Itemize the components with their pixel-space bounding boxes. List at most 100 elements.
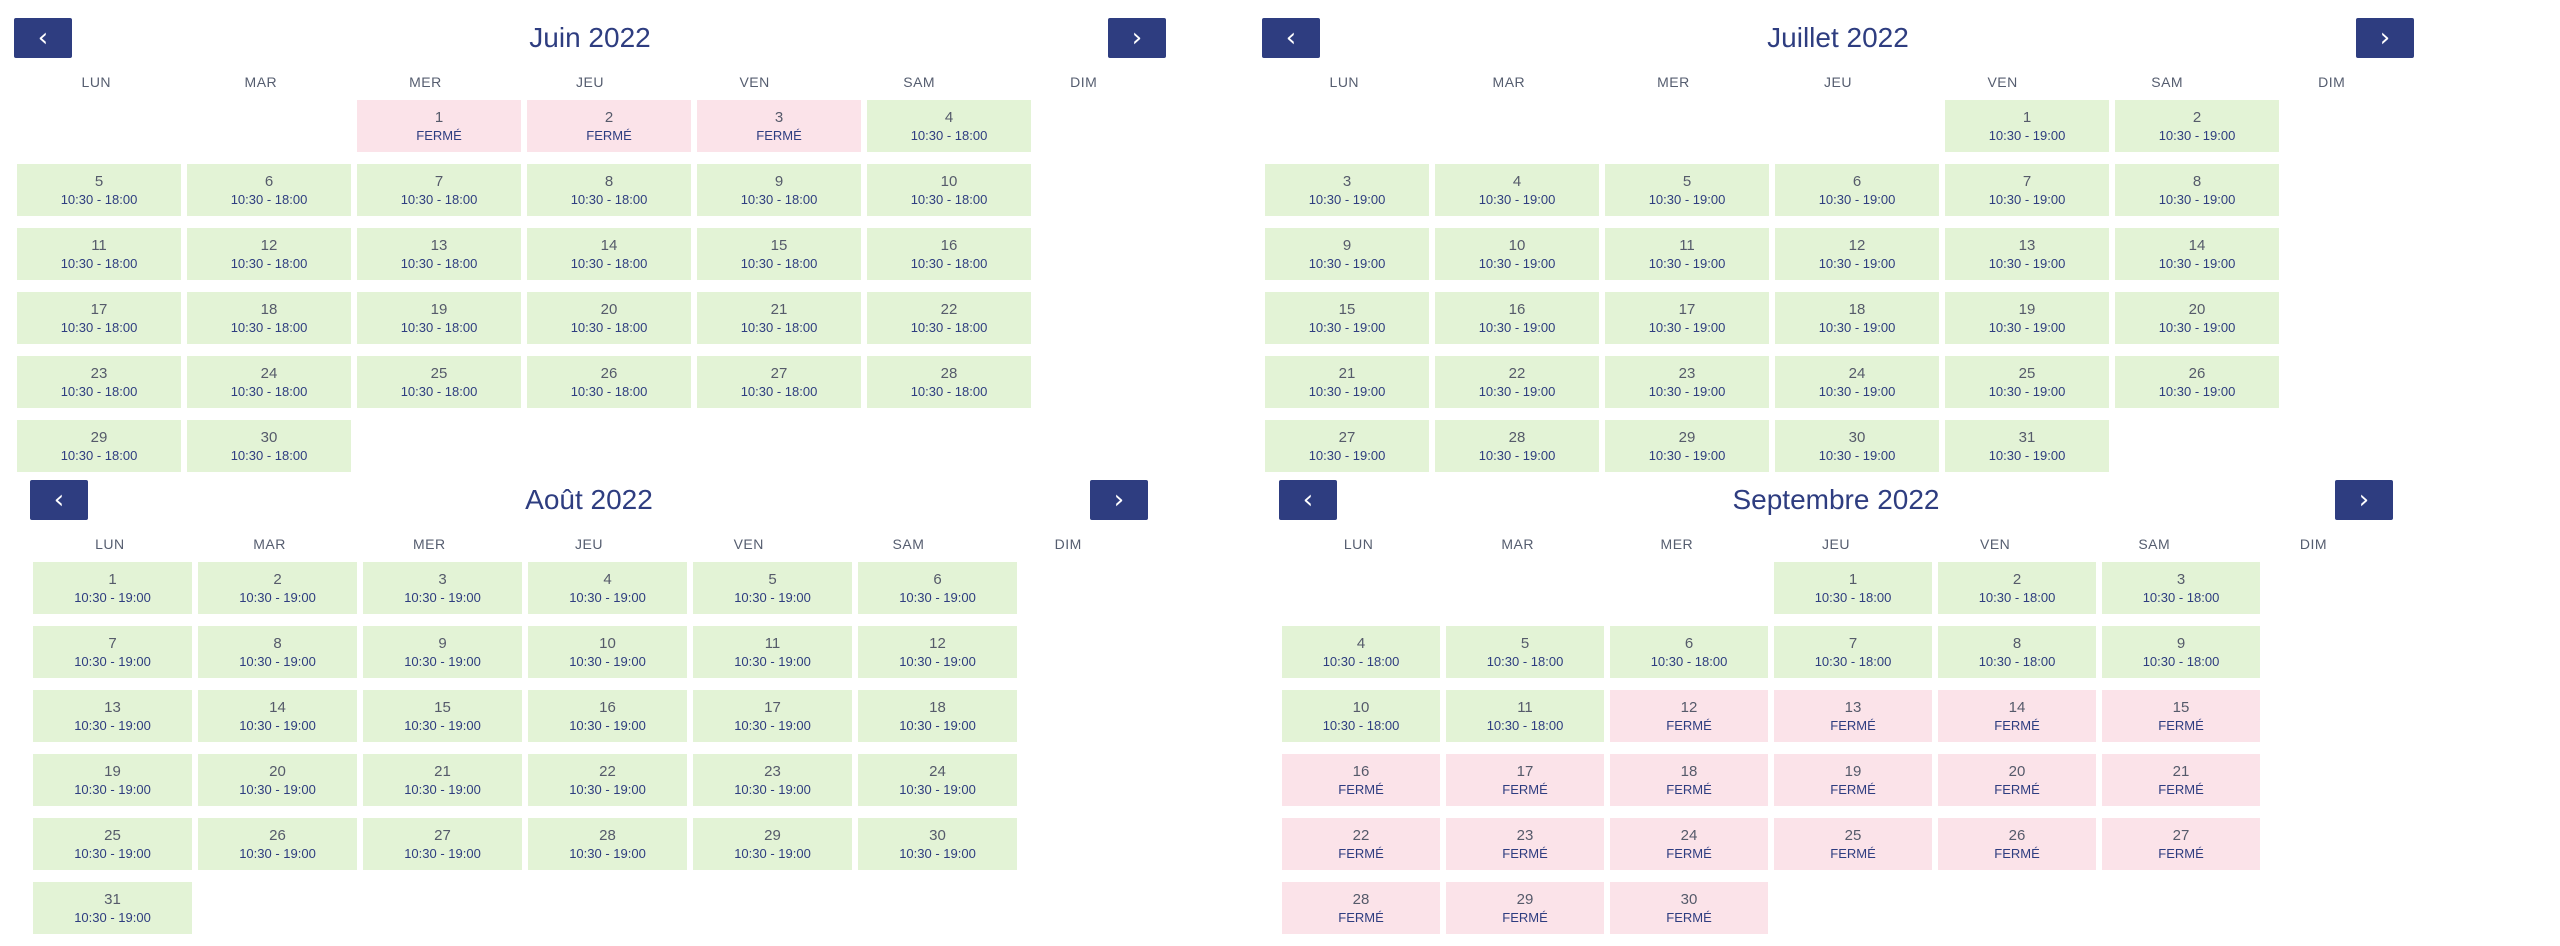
- day-cell-open[interactable]: 10 10:30 - 18:00: [1282, 690, 1440, 742]
- day-cell-open[interactable]: 21 10:30 - 18:00: [697, 292, 861, 344]
- next-month-button[interactable]: ›: [1090, 480, 1148, 520]
- day-cell-open[interactable]: 19 10:30 - 19:00: [33, 754, 192, 806]
- day-cell-open[interactable]: 28 10:30 - 19:00: [528, 818, 687, 870]
- day-cell-open[interactable]: 11 10:30 - 18:00: [1446, 690, 1604, 742]
- day-cell-open[interactable]: 26 10:30 - 19:00: [2115, 356, 2279, 408]
- prev-month-button[interactable]: ‹: [14, 18, 72, 58]
- day-cell-open[interactable]: 4 10:30 - 18:00: [1282, 626, 1440, 678]
- day-cell-open[interactable]: 25 10:30 - 18:00: [357, 356, 521, 408]
- day-cell-open[interactable]: 19 10:30 - 18:00: [357, 292, 521, 344]
- day-cell-open[interactable]: 14 10:30 - 18:00: [527, 228, 691, 280]
- day-cell-closed[interactable]: 1 FERMÉ: [357, 100, 521, 152]
- day-cell-open[interactable]: 15 10:30 - 19:00: [1265, 292, 1429, 344]
- day-cell-open[interactable]: 8 10:30 - 19:00: [2115, 164, 2279, 216]
- day-cell-open[interactable]: 7 10:30 - 18:00: [1774, 626, 1932, 678]
- day-cell-closed[interactable]: 29 FERMÉ: [1446, 882, 1604, 934]
- day-cell-open[interactable]: 7 10:30 - 18:00: [357, 164, 521, 216]
- day-cell-open[interactable]: 15 10:30 - 18:00: [697, 228, 861, 280]
- day-cell-open[interactable]: 14 10:30 - 19:00: [2115, 228, 2279, 280]
- day-cell-open[interactable]: 18 10:30 - 19:00: [858, 690, 1017, 742]
- day-cell-open[interactable]: 16 10:30 - 19:00: [528, 690, 687, 742]
- day-cell-open[interactable]: 6 10:30 - 19:00: [858, 562, 1017, 614]
- day-cell-open[interactable]: 27 10:30 - 19:00: [1265, 420, 1429, 472]
- day-cell-open[interactable]: 8 10:30 - 18:00: [1938, 626, 2096, 678]
- day-cell-open[interactable]: 7 10:30 - 19:00: [1945, 164, 2109, 216]
- day-cell-open[interactable]: 3 10:30 - 19:00: [363, 562, 522, 614]
- day-cell-open[interactable]: 31 10:30 - 19:00: [33, 882, 192, 934]
- day-cell-open[interactable]: 13 10:30 - 19:00: [1945, 228, 2109, 280]
- day-cell-open[interactable]: 20 10:30 - 18:00: [527, 292, 691, 344]
- day-cell-open[interactable]: 24 10:30 - 19:00: [1775, 356, 1939, 408]
- day-cell-closed[interactable]: 27 FERMÉ: [2102, 818, 2260, 870]
- day-cell-closed[interactable]: 14 FERMÉ: [1938, 690, 2096, 742]
- day-cell-open[interactable]: 27 10:30 - 19:00: [363, 818, 522, 870]
- day-cell-open[interactable]: 24 10:30 - 19:00: [858, 754, 1017, 806]
- day-cell-open[interactable]: 26 10:30 - 19:00: [198, 818, 357, 870]
- day-cell-closed[interactable]: 13 FERMÉ: [1774, 690, 1932, 742]
- day-cell-open[interactable]: 28 10:30 - 18:00: [867, 356, 1031, 408]
- day-cell-open[interactable]: 6 10:30 - 19:00: [1775, 164, 1939, 216]
- day-cell-open[interactable]: 3 10:30 - 18:00: [2102, 562, 2260, 614]
- day-cell-open[interactable]: 31 10:30 - 19:00: [1945, 420, 2109, 472]
- day-cell-closed[interactable]: 22 FERMÉ: [1282, 818, 1440, 870]
- day-cell-closed[interactable]: 3 FERMÉ: [697, 100, 861, 152]
- day-cell-closed[interactable]: 23 FERMÉ: [1446, 818, 1604, 870]
- day-cell-open[interactable]: 5 10:30 - 18:00: [17, 164, 181, 216]
- day-cell-closed[interactable]: 19 FERMÉ: [1774, 754, 1932, 806]
- day-cell-closed[interactable]: 12 FERMÉ: [1610, 690, 1768, 742]
- day-cell-open[interactable]: 21 10:30 - 19:00: [363, 754, 522, 806]
- day-cell-open[interactable]: 22 10:30 - 19:00: [1435, 356, 1599, 408]
- day-cell-open[interactable]: 10 10:30 - 18:00: [867, 164, 1031, 216]
- day-cell-open[interactable]: 21 10:30 - 19:00: [1265, 356, 1429, 408]
- day-cell-open[interactable]: 29 10:30 - 18:00: [17, 420, 181, 472]
- day-cell-open[interactable]: 4 10:30 - 19:00: [1435, 164, 1599, 216]
- day-cell-open[interactable]: 2 10:30 - 18:00: [1938, 562, 2096, 614]
- day-cell-open[interactable]: 17 10:30 - 19:00: [1605, 292, 1769, 344]
- day-cell-open[interactable]: 4 10:30 - 18:00: [867, 100, 1031, 152]
- day-cell-open[interactable]: 9 10:30 - 19:00: [1265, 228, 1429, 280]
- day-cell-open[interactable]: 29 10:30 - 19:00: [1605, 420, 1769, 472]
- day-cell-closed[interactable]: 25 FERMÉ: [1774, 818, 1932, 870]
- day-cell-open[interactable]: 9 10:30 - 18:00: [2102, 626, 2260, 678]
- day-cell-open[interactable]: 9 10:30 - 19:00: [363, 626, 522, 678]
- day-cell-closed[interactable]: 15 FERMÉ: [2102, 690, 2260, 742]
- day-cell-open[interactable]: 26 10:30 - 18:00: [527, 356, 691, 408]
- day-cell-open[interactable]: 17 10:30 - 18:00: [17, 292, 181, 344]
- day-cell-open[interactable]: 11 10:30 - 18:00: [17, 228, 181, 280]
- prev-month-button[interactable]: ‹: [1279, 480, 1337, 520]
- day-cell-open[interactable]: 30 10:30 - 19:00: [858, 818, 1017, 870]
- day-cell-open[interactable]: 4 10:30 - 19:00: [528, 562, 687, 614]
- day-cell-open[interactable]: 13 10:30 - 19:00: [33, 690, 192, 742]
- day-cell-open[interactable]: 30 10:30 - 18:00: [187, 420, 351, 472]
- day-cell-closed[interactable]: 2 FERMÉ: [527, 100, 691, 152]
- day-cell-open[interactable]: 16 10:30 - 18:00: [867, 228, 1031, 280]
- day-cell-open[interactable]: 5 10:30 - 18:00: [1446, 626, 1604, 678]
- day-cell-closed[interactable]: 18 FERMÉ: [1610, 754, 1768, 806]
- day-cell-open[interactable]: 13 10:30 - 18:00: [357, 228, 521, 280]
- day-cell-open[interactable]: 27 10:30 - 18:00: [697, 356, 861, 408]
- day-cell-open[interactable]: 2 10:30 - 19:00: [2115, 100, 2279, 152]
- day-cell-open[interactable]: 10 10:30 - 19:00: [1435, 228, 1599, 280]
- day-cell-open[interactable]: 1 10:30 - 19:00: [1945, 100, 2109, 152]
- day-cell-open[interactable]: 7 10:30 - 19:00: [33, 626, 192, 678]
- day-cell-closed[interactable]: 30 FERMÉ: [1610, 882, 1768, 934]
- day-cell-open[interactable]: 23 10:30 - 18:00: [17, 356, 181, 408]
- next-month-button[interactable]: ›: [1108, 18, 1166, 58]
- day-cell-open[interactable]: 18 10:30 - 18:00: [187, 292, 351, 344]
- next-month-button[interactable]: ›: [2335, 480, 2393, 520]
- day-cell-open[interactable]: 3 10:30 - 19:00: [1265, 164, 1429, 216]
- day-cell-open[interactable]: 11 10:30 - 19:00: [1605, 228, 1769, 280]
- day-cell-open[interactable]: 16 10:30 - 19:00: [1435, 292, 1599, 344]
- day-cell-open[interactable]: 25 10:30 - 19:00: [1945, 356, 2109, 408]
- next-month-button[interactable]: ›: [2356, 18, 2414, 58]
- day-cell-closed[interactable]: 28 FERMÉ: [1282, 882, 1440, 934]
- day-cell-open[interactable]: 24 10:30 - 18:00: [187, 356, 351, 408]
- day-cell-open[interactable]: 22 10:30 - 18:00: [867, 292, 1031, 344]
- day-cell-closed[interactable]: 20 FERMÉ: [1938, 754, 2096, 806]
- day-cell-open[interactable]: 12 10:30 - 18:00: [187, 228, 351, 280]
- day-cell-open[interactable]: 1 10:30 - 18:00: [1774, 562, 1932, 614]
- day-cell-open[interactable]: 20 10:30 - 19:00: [198, 754, 357, 806]
- day-cell-open[interactable]: 11 10:30 - 19:00: [693, 626, 852, 678]
- day-cell-open[interactable]: 5 10:30 - 19:00: [1605, 164, 1769, 216]
- day-cell-open[interactable]: 12 10:30 - 19:00: [858, 626, 1017, 678]
